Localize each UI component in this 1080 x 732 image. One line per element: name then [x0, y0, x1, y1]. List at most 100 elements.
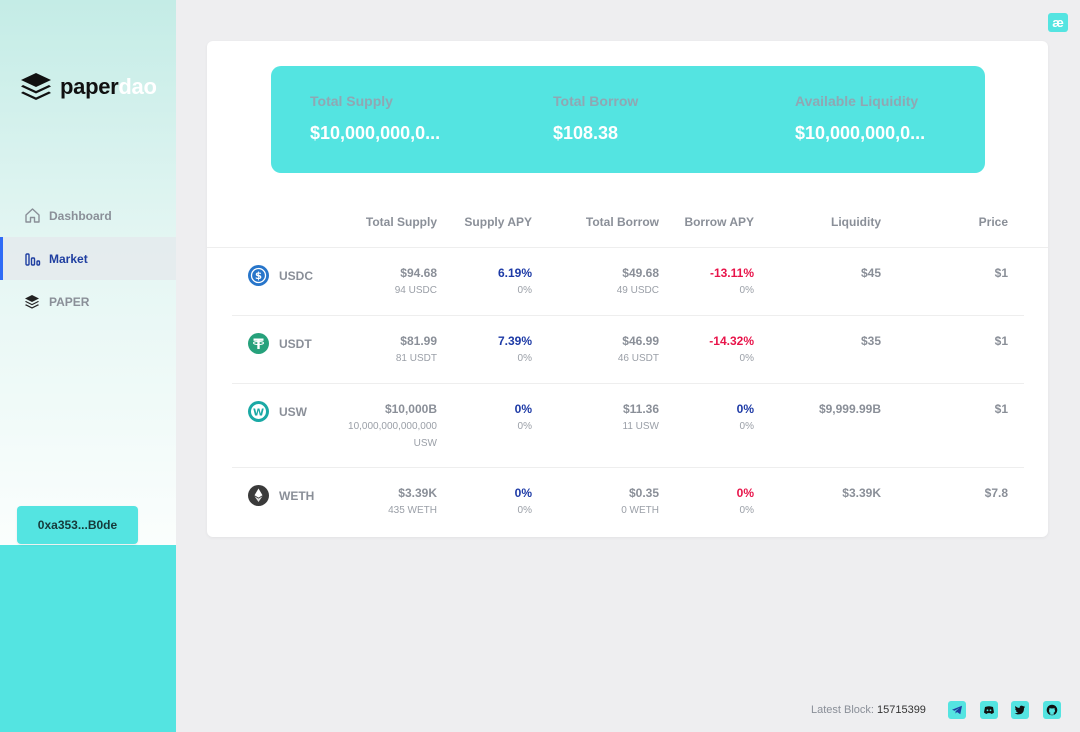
summary-available-liquidity: Available Liquidity $10,000,000,0... [795, 93, 925, 144]
usdt-icon [248, 333, 269, 354]
supply-apy-value: 0% [514, 486, 532, 500]
borrow-apy-reward: 0% [739, 353, 754, 364]
supply-value: $81.99 [400, 334, 437, 348]
logo[interactable]: paperdao [19, 70, 157, 104]
nav-item-paper[interactable]: PAPER [0, 280, 176, 323]
liquidity-cell: $3.39K [842, 485, 881, 501]
nav-item-market[interactable]: Market [0, 237, 176, 280]
asset-cell: $ USDC [248, 265, 313, 286]
supply-apy-cell: 0% 0% [515, 401, 532, 435]
market-summary: Total Supply $10,000,000,0... Total Borr… [271, 66, 985, 173]
borrow-apy-cell: 0% 0% [737, 401, 754, 435]
header-liquidity[interactable]: Liquidity [831, 215, 881, 229]
supply-amount: 81 USDT [395, 353, 437, 364]
logo-text-paper: paper [60, 74, 119, 99]
supply-apy-reward: 0% [517, 353, 532, 364]
layers-logo-icon [21, 73, 51, 100]
asset-name: USDT [279, 336, 312, 351]
row-divider [232, 383, 1024, 384]
borrow-cell: $49.68 49 USDC [617, 265, 659, 299]
supply-apy-reward: 0% [517, 421, 532, 432]
row-divider [232, 315, 1024, 316]
borrow-value: $0.35 [628, 486, 659, 500]
borrow-cell: $11.36 11 USW [623, 401, 660, 435]
header-borrow-apy[interactable]: Borrow APY [684, 215, 754, 229]
supply-apy-value: 7.39% [497, 334, 532, 348]
liquidity-value: $45 [860, 266, 881, 280]
supply-cell: $10,000B 10,000,000,000,000 USW [348, 401, 437, 452]
supply-value: $94.68 [400, 266, 437, 280]
sidebar-nav: Dashboard Market PAPER [0, 194, 176, 323]
svg-text:W: W [253, 408, 264, 419]
borrow-amount: 11 USW [622, 421, 660, 432]
summary-value: $108.38 [553, 123, 619, 143]
supply-apy-cell: 7.39% 0% [498, 333, 532, 367]
asset-cell: W USW [248, 401, 307, 422]
supply-apy-value: 0% [514, 402, 532, 416]
nav-item-label: Dashboard [49, 208, 112, 223]
supply-value: $3.39K [398, 486, 437, 500]
liquidity-value: $35 [860, 334, 881, 348]
supply-amount: 10,000,000,000,000 [348, 421, 437, 432]
header-total-supply[interactable]: Total Supply [365, 215, 437, 229]
language-icon[interactable]: æ [1048, 13, 1068, 32]
summary-label: Available Liquidity [795, 93, 919, 109]
supply-apy-value: 6.19% [497, 266, 532, 280]
borrow-apy-cell: 0% 0% [737, 485, 754, 519]
twitter-icon[interactable] [1011, 701, 1029, 719]
summary-total-borrow: Total Borrow $108.38 [553, 93, 638, 144]
sidebar-footer-fill [0, 545, 176, 732]
price-value: $1 [994, 334, 1008, 348]
layers-icon [23, 293, 41, 311]
supply-apy-reward: 0% [517, 505, 532, 516]
header-supply-apy[interactable]: Supply APY [464, 215, 532, 229]
logo-text: paperdao [60, 74, 157, 100]
borrow-amount: 0 WETH [621, 505, 659, 516]
supply-apy-reward: 0% [517, 285, 532, 296]
table-row[interactable]: WETH $3.39K 435 WETH 0% 0% $0.35 0 WETH … [207, 468, 1048, 536]
asset-name: WETH [279, 488, 315, 503]
price-value: $1 [994, 266, 1008, 280]
bar-chart-icon [23, 250, 41, 268]
liquidity-value: $9,999.99B [818, 402, 881, 416]
borrow-amount: 49 USDC [616, 285, 659, 296]
asset-name: USW [279, 404, 307, 419]
nav-item-label: PAPER [49, 294, 90, 309]
borrow-apy-value: 0% [736, 402, 754, 416]
table-header: Total Supply Supply APY Total Borrow Bor… [207, 202, 1048, 248]
nav-item-dashboard[interactable]: Dashboard [0, 194, 176, 237]
discord-icon[interactable] [980, 701, 998, 719]
borrow-apy-reward: 0% [739, 505, 754, 516]
borrow-amount: 46 USDT [617, 353, 659, 364]
price-cell: $1 [995, 265, 1008, 281]
row-divider [232, 467, 1024, 468]
latest-block-value: 15715399 [876, 704, 926, 716]
borrow-apy-reward: 0% [739, 421, 754, 432]
price-cell: $7.8 [985, 485, 1008, 501]
price-cell: $1 [995, 401, 1008, 417]
telegram-icon[interactable] [948, 701, 966, 719]
summary-total-supply: Total Supply $10,000,000,0... [310, 93, 440, 144]
borrow-apy-reward: 0% [739, 285, 754, 296]
asset-cell: USDT [248, 333, 312, 354]
market-card: Total Supply $10,000,000,0... Total Borr… [207, 41, 1048, 537]
liquidity-cell: $9,999.99B [819, 401, 881, 417]
sidebar: paperdao Dashboard Market PAPER 0xa353..… [0, 0, 176, 732]
liquidity-value: $3.39K [842, 486, 881, 500]
supply-amount: 435 WETH [388, 505, 437, 516]
header-price[interactable]: Price [978, 215, 1008, 229]
asset-name: USDC [279, 268, 314, 283]
borrow-value: $49.68 [622, 266, 659, 280]
github-icon[interactable] [1043, 701, 1061, 719]
table-row[interactable]: W USW $10,000B 10,000,000,000,000 USW 0%… [207, 384, 1048, 468]
supply-amount-unit: USW [413, 438, 437, 449]
borrow-cell: $46.99 46 USDT [618, 333, 659, 367]
liquidity-cell: $45 [861, 265, 881, 281]
nav-item-label: Market [49, 251, 88, 266]
table-row[interactable]: $ USDC $94.68 94 USDC 6.19% 0% $49.68 49… [207, 248, 1048, 316]
table-row[interactable]: USDT $81.99 81 USDT 7.39% 0% $46.99 46 U… [207, 316, 1048, 384]
header-total-borrow[interactable]: Total Borrow [585, 215, 659, 229]
wallet-address-button[interactable]: 0xa353...B0de [17, 506, 138, 544]
home-icon [23, 207, 41, 225]
price-cell: $1 [995, 333, 1008, 349]
